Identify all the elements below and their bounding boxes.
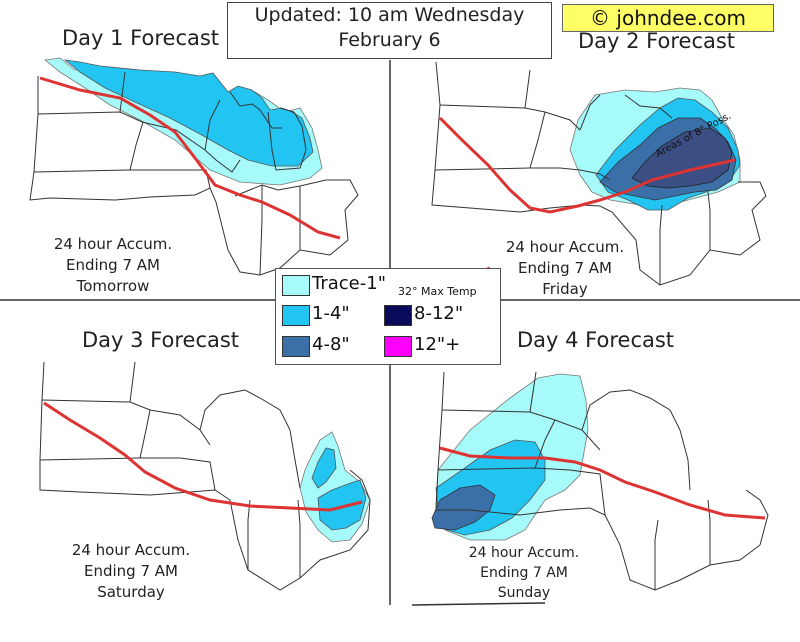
accum-line3: Sunday xyxy=(497,585,551,601)
bottom-line xyxy=(411,602,546,606)
legend-label-4-8: 4-8" xyxy=(312,334,350,355)
panel-day1-map xyxy=(29,57,359,276)
temp-line-day4 xyxy=(439,446,766,520)
snow-1-4-day3 xyxy=(311,447,337,489)
panel-day3-map xyxy=(39,361,371,591)
snow-1-4-day1 xyxy=(63,59,314,167)
legend-swatch-12-plus xyxy=(384,336,412,357)
updated-line2: February 6 xyxy=(338,29,441,51)
accum-line2: Ending 7 AM xyxy=(518,259,612,277)
accum-label-day4: 24 hour Accum. Ending 7 AM Sunday xyxy=(458,543,590,603)
state-borders-day4 xyxy=(435,371,769,591)
accum-line1: 24 hour Accum. xyxy=(505,238,625,256)
updated-line1: Updated: 10 am Wednesday xyxy=(254,4,525,26)
legend-swatch-8-12 xyxy=(384,305,412,326)
accum-line1: 24 hour Accum. xyxy=(468,545,580,561)
accum-label-day3: 24 hour Accum. Ending 7 AM Saturday xyxy=(64,540,198,603)
accum-line3: Tomorrow xyxy=(76,277,150,295)
legend: Trace-1" 1-4" 4-8" 8-12" 12"+ 32° Max Te… xyxy=(275,268,501,365)
snow-8-12-day2 xyxy=(631,127,733,189)
snow-1-4b-day3 xyxy=(317,479,367,531)
legend-label-8-12: 8-12" xyxy=(414,303,464,324)
accum-label-day1: 24 hour Accum. Ending 7 AM Tomorrow xyxy=(48,234,178,297)
panel-title-day4: Day 4 Forecast xyxy=(517,328,675,352)
temp-line-day1 xyxy=(39,76,341,240)
state-borders-day2 xyxy=(431,61,767,286)
accum-label-day2: 24 hour Accum. Ending 7 AM Friday xyxy=(498,237,632,300)
temp-line-day3 xyxy=(43,401,363,512)
legend-swatch-4-8 xyxy=(282,336,310,357)
brand-badge: © johndee.com xyxy=(562,4,774,32)
legend-label-trace: Trace-1" xyxy=(312,273,386,294)
updated-box: Updated: 10 am Wednesday February 6 xyxy=(227,2,552,59)
temp-line-day2 xyxy=(438,116,736,214)
accum-line1: 24 hour Accum. xyxy=(71,541,191,559)
legend-label-12-plus: 12"+ xyxy=(414,334,461,355)
panel-day2-map xyxy=(431,61,767,286)
accum-line1: 24 hour Accum. xyxy=(53,235,173,253)
accum-line2: Ending 7 AM xyxy=(84,562,178,580)
panel-title-day1: Day 1 Forecast xyxy=(62,26,220,50)
legend-swatch-trace xyxy=(282,275,310,296)
snow-4-8-day4 xyxy=(431,484,496,531)
legend-temp-label: 32° Max Temp xyxy=(398,285,477,298)
panel-title-day2: Day 2 Forecast xyxy=(578,29,736,53)
legend-label-1-4: 1-4" xyxy=(312,303,350,324)
accum-line3: Saturday xyxy=(97,583,165,601)
panel-title-day3: Day 3 Forecast xyxy=(82,328,240,352)
accum-line3: Friday xyxy=(542,280,588,298)
accum-line2: Ending 7 AM xyxy=(66,256,160,274)
accum-line2: Ending 7 AM xyxy=(480,565,568,581)
legend-swatch-1-4 xyxy=(282,305,310,326)
